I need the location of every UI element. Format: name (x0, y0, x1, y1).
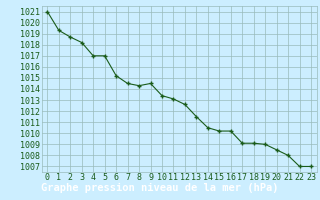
Text: Graphe pression niveau de la mer (hPa): Graphe pression niveau de la mer (hPa) (41, 183, 279, 193)
